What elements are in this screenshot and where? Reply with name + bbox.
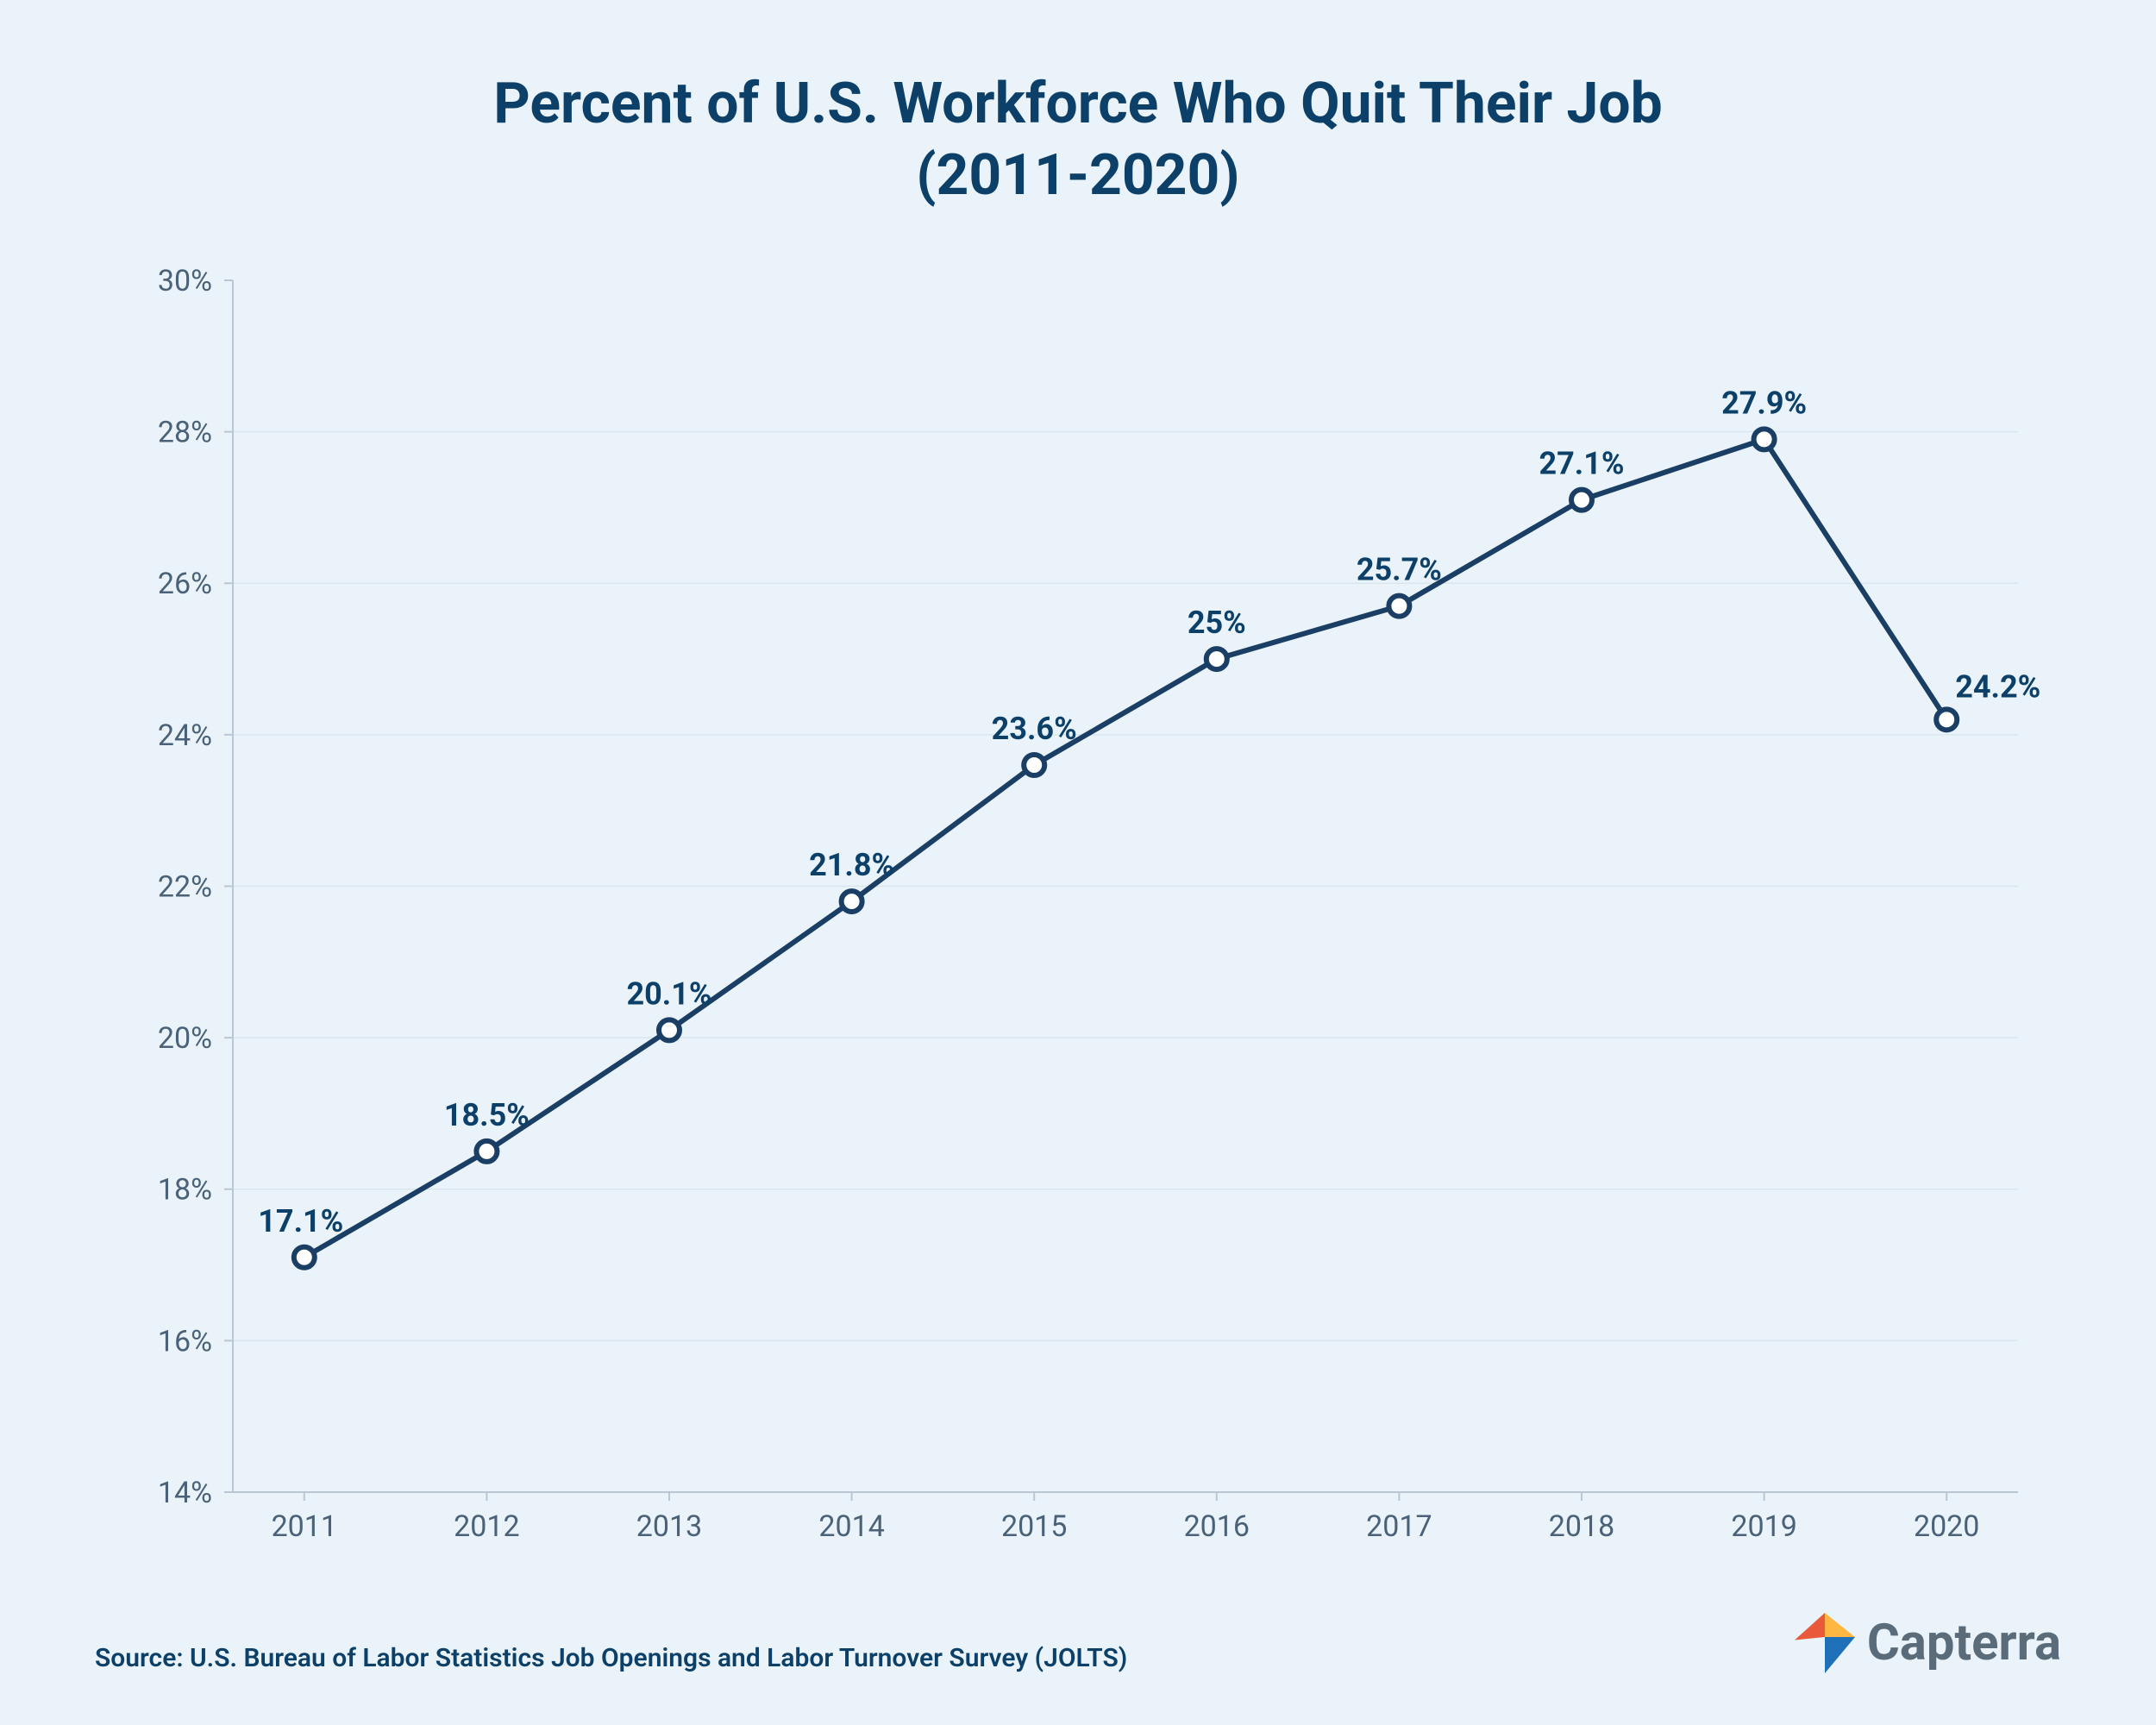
svg-text:20%: 20% [158,1021,212,1056]
svg-text:2020: 2020 [1914,1509,1979,1544]
svg-text:18.5%: 18.5% [444,1097,530,1133]
svg-text:2013: 2013 [636,1509,702,1544]
svg-text:2016: 2016 [1184,1509,1250,1544]
svg-text:26%: 26% [158,567,212,601]
infographic-container: Percent of U.S. Workforce Who Quit Their… [0,0,2156,1725]
svg-text:2015: 2015 [1001,1509,1067,1544]
svg-text:14%: 14% [158,1476,212,1510]
svg-text:17.1%: 17.1% [258,1203,343,1239]
chart-title-line2: (2011-2020) [916,142,1239,209]
svg-text:22%: 22% [158,869,212,904]
svg-text:30%: 30% [158,264,212,298]
svg-text:24.2%: 24.2% [1955,668,2040,705]
svg-text:27.1%: 27.1% [1539,446,1624,482]
chart-title-line1: Percent of U.S. Workforce Who Quit Their… [493,71,1663,137]
svg-text:2014: 2014 [818,1509,884,1544]
footer: Source: U.S. Bureau of Labor Statistics … [86,1613,2070,1673]
svg-text:24%: 24% [158,718,212,753]
svg-text:27.9%: 27.9% [1721,385,1807,421]
svg-text:20.1%: 20.1% [626,975,711,1012]
brand-logo: Capterra [1795,1613,2061,1673]
capterra-icon [1795,1613,1855,1673]
brand-name: Capterra [1867,1614,2061,1672]
svg-text:2012: 2012 [454,1509,519,1544]
chart-area: 14% 16% 18% 20% 22% 24% 26% 28% 30% 2011 2012 2013 2… [86,254,2070,1587]
svg-text:2011: 2011 [272,1509,337,1544]
svg-text:23.6%: 23.6% [992,711,1077,747]
svg-text:2019: 2019 [1731,1509,1796,1544]
svg-text:2017: 2017 [1366,1509,1432,1544]
svg-text:21.8%: 21.8% [809,847,894,883]
svg-text:25%: 25% [1188,605,1246,641]
source-attribution: Source: U.S. Bureau of Labor Statistics … [95,1643,1127,1673]
svg-text:18%: 18% [158,1173,212,1208]
svg-text:28%: 28% [158,416,212,450]
chart-title: Percent of U.S. Workforce Who Quit Their… [86,69,2070,211]
svg-text:2018: 2018 [1549,1509,1614,1544]
svg-text:25.7%: 25.7% [1357,552,1442,588]
line-chart-svg: 14% 16% 18% 20% 22% 24% 26% 28% 30% 2011 2012 2013 2… [86,254,2070,1587]
svg-text:16%: 16% [158,1324,212,1358]
